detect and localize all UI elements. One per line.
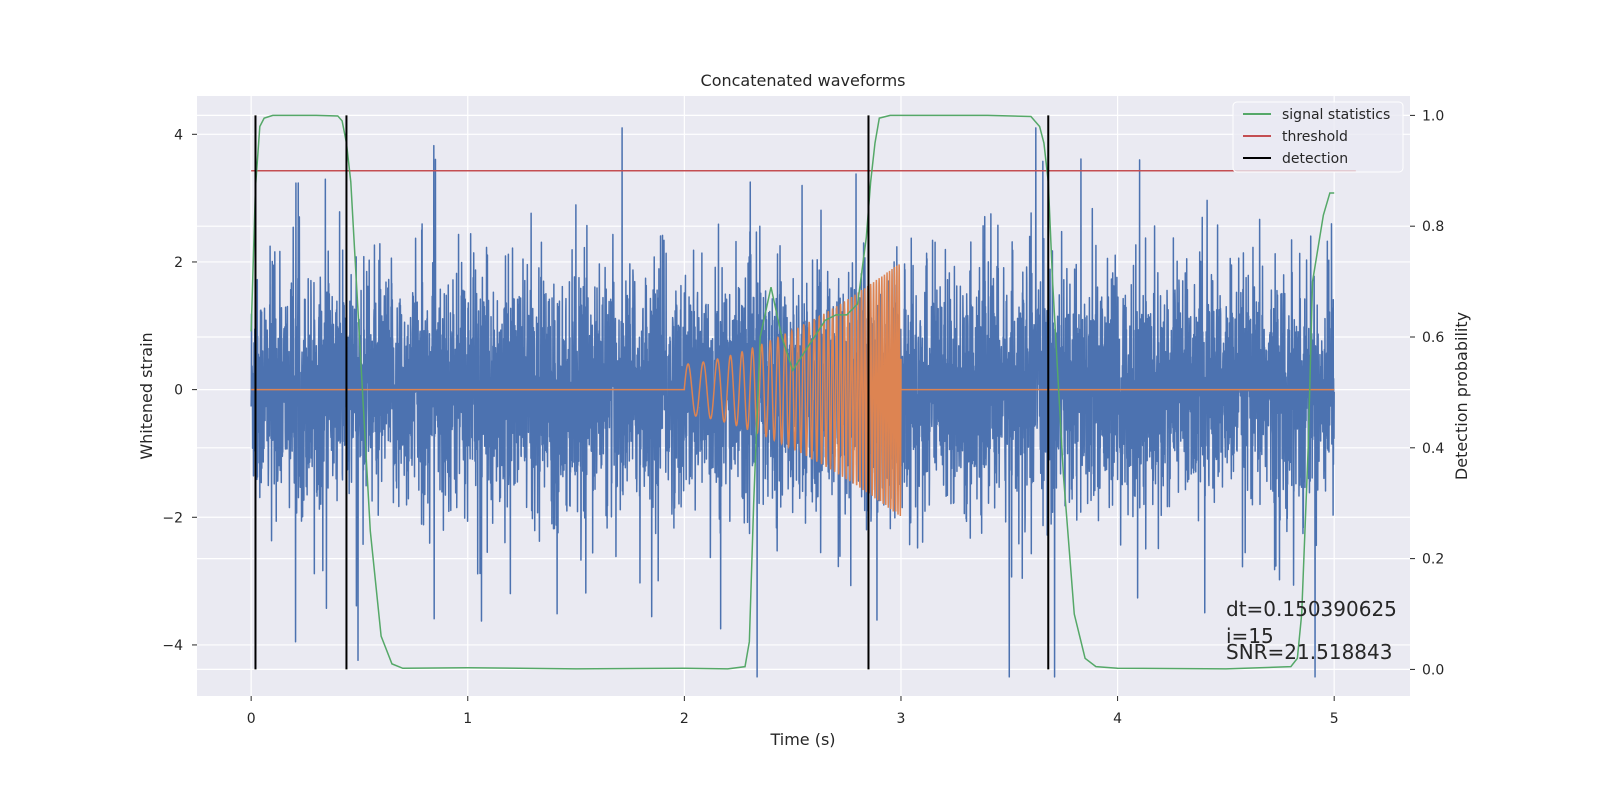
annotation-text: SNR=21.518843 <box>1226 640 1392 664</box>
detection-lines <box>254 115 1050 670</box>
annotation-text: i=15 <box>1226 624 1274 648</box>
x-axis-title: Time (s) <box>769 730 835 749</box>
legend-box <box>1232 101 1404 173</box>
y2-tick-label: 0.0 <box>1422 662 1444 678</box>
signal-statistics-line <box>250 114 1335 670</box>
y-axis: −4 −2 0 2 4 <box>162 127 197 654</box>
y2-axis: 0.0 0.2 0.4 0.6 0.8 1.0 <box>1410 108 1444 678</box>
y2-tick-label: 0.4 <box>1422 441 1444 457</box>
x-tick-label: 0 <box>247 711 256 727</box>
y-axis-title: Whitened strain <box>137 332 156 459</box>
injected-chirp-line <box>251 264 1335 517</box>
y-tick-label: 4 <box>174 127 183 143</box>
legend-label: threshold <box>1282 129 1348 145</box>
x-axis: 0 1 2 3 4 5 <box>247 696 1339 727</box>
y2-tick-label: 0.6 <box>1422 330 1444 346</box>
y2-axis-title: Detection probability <box>1452 312 1471 480</box>
legend: signal statistics threshold detection <box>1232 101 1404 173</box>
x-tick-label: 5 <box>1330 711 1339 727</box>
noise-strain-line <box>250 127 1335 678</box>
y-tick-label: −2 <box>162 510 183 526</box>
y2-tick-label: 1.0 <box>1422 108 1444 124</box>
annotation-text: dt=0.150390625 <box>1226 597 1397 621</box>
y2-tick-label: 0.2 <box>1422 552 1444 568</box>
y2-tick-label: 0.8 <box>1422 219 1444 235</box>
x-tick-label: 2 <box>680 711 689 727</box>
chart-title: Concatenated waveforms <box>701 71 906 90</box>
y-tick-label: −4 <box>162 638 183 654</box>
y-tick-label: 2 <box>174 255 183 271</box>
y-tick-label: 0 <box>174 383 183 399</box>
x-tick-label: 3 <box>897 711 906 727</box>
legend-label: signal statistics <box>1282 107 1390 123</box>
legend-label: detection <box>1282 151 1348 167</box>
x-tick-label: 1 <box>463 711 472 727</box>
x-tick-label: 4 <box>1113 711 1122 727</box>
